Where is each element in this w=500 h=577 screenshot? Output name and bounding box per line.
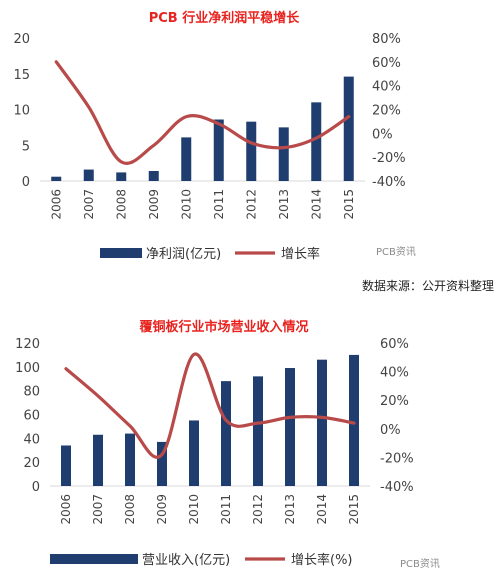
bar-2014: [311, 102, 322, 181]
y-left-tick-label: 100: [15, 361, 40, 376]
chart-net-profit: PCB 行业净利润平稳增长 0 5 10 15 20 -40% -20% 0% 20% 40% 60…: [13, 10, 405, 262]
y-left-tick-label: 5: [22, 139, 30, 154]
x-tick-label: 2013: [283, 494, 297, 525]
bar-2007: [83, 169, 94, 181]
source-note: 数据来源：公开资料整理: [362, 278, 494, 293]
bar-2011: [221, 381, 231, 486]
y-left-tick-label: 40: [23, 432, 40, 447]
x-tick-label: 2010: [179, 189, 193, 220]
watermark-2: PCB资讯: [400, 558, 440, 570]
bar-2009: [148, 170, 159, 181]
x-tick-label: 2015: [342, 189, 356, 220]
y-left-tick-label: 0: [22, 175, 30, 190]
bar-2008: [125, 433, 135, 486]
legend-line-label: 增长率: [281, 246, 320, 262]
growth-rate-line: [54, 60, 351, 165]
y-right-tick-label: 20%: [380, 394, 409, 409]
legend-line-label: 增长率(%): [291, 552, 353, 568]
x-tick-label: 2014: [309, 189, 323, 220]
chart1-title: PCB 行业净利润平稳增长: [149, 10, 301, 26]
bar-2010: [181, 137, 192, 181]
bar-2006: [51, 176, 62, 181]
y-left-tick-label: 0: [32, 480, 40, 495]
x-tick-label: 2007: [82, 189, 96, 220]
x-tick-label: 2008: [123, 494, 137, 525]
y-left-tick-label: 80: [23, 385, 40, 400]
x-tick-label: 2006: [49, 189, 63, 220]
x-tick-label: 2011: [219, 494, 233, 525]
bar-2013: [278, 127, 289, 181]
x-tick-label: 2007: [91, 494, 105, 525]
y-right-tick-label: 60%: [380, 337, 409, 352]
y-right-tick-label: 60%: [372, 56, 401, 71]
y-right-tick-label: -40%: [372, 175, 406, 190]
y-right-tick-label: -20%: [372, 151, 406, 166]
x-tick-label: 2009: [147, 189, 161, 220]
legend-bar-label: 净利润(亿元): [146, 247, 221, 262]
y-right-tick-label: 0%: [372, 127, 393, 142]
bar-2013: [285, 368, 295, 486]
x-tick-label: 2006: [59, 494, 73, 525]
chart-ccl-revenue: 覆铜板行业市场营业收入情况 0 20 40 60 80 100 120 -40% -20% 0% 2…: [15, 319, 413, 568]
bar-2011: [213, 119, 224, 181]
y-right-tick-label: 20%: [372, 104, 401, 119]
bar-2015: [349, 354, 359, 486]
bar-2006: [61, 445, 71, 486]
bar-2010: [189, 420, 199, 486]
legend-bar-swatch: [50, 554, 138, 564]
bar-2014: [317, 359, 327, 486]
y-left-tick-label: 10: [13, 104, 30, 119]
growth-rate-line: [64, 352, 356, 459]
y-left-tick-label: 20: [13, 32, 30, 47]
chart2-title: 覆铜板行业市场营业收入情况: [139, 319, 308, 335]
bar-2012: [253, 376, 263, 486]
bar-2012: [246, 121, 257, 181]
y-right-tick-label: 80%: [372, 32, 401, 47]
x-tick-label: 2013: [277, 189, 291, 220]
y-right-tick-label: 0%: [380, 423, 401, 438]
y-left-tick-label: 20: [23, 456, 40, 471]
y-right-tick-label: -40%: [380, 480, 414, 495]
x-tick-label: 2014: [315, 494, 329, 525]
x-tick-label: 2009: [155, 494, 169, 525]
legend-bar-label: 营业收入(亿元): [142, 553, 230, 568]
y-right-tick-label: 40%: [372, 80, 401, 95]
bar-2008: [116, 172, 127, 181]
x-tick-label: 2012: [251, 494, 265, 525]
bar-2015: [343, 76, 354, 181]
x-tick-label: 2008: [114, 189, 128, 220]
y-left-tick-label: 60: [23, 409, 40, 424]
x-tick-label: 2012: [244, 189, 258, 220]
y-left-tick-label: 15: [13, 68, 30, 83]
y-left-tick-label: 120: [15, 337, 40, 352]
x-tick-label: 2015: [347, 494, 361, 525]
y-right-tick-label: -20%: [380, 451, 414, 466]
legend-bar-swatch: [100, 248, 142, 258]
bar-2009: [157, 441, 167, 486]
x-tick-label: 2011: [212, 189, 226, 220]
watermark-1: PCB资讯: [376, 246, 416, 258]
x-tick-label: 2010: [187, 494, 201, 525]
bar-2007: [93, 434, 103, 486]
y-right-tick-label: 40%: [380, 366, 409, 381]
